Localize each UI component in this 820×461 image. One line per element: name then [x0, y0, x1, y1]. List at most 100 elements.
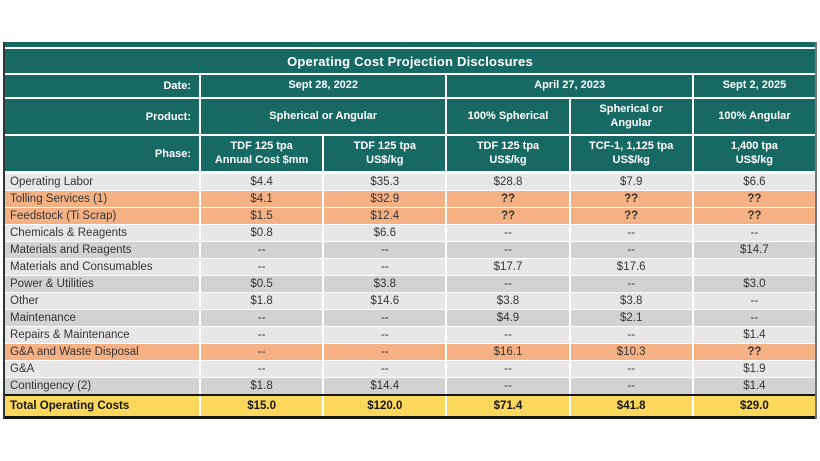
date-row-label: Date: — [5, 75, 199, 97]
row-value: ?? — [693, 191, 815, 207]
row-value: $32.9 — [324, 191, 446, 207]
row-value: -- — [693, 310, 815, 326]
row-value: ?? — [570, 191, 692, 207]
product-spherical-or-angular-2: Spherical or Angular — [570, 99, 692, 134]
row-value: -- — [570, 327, 692, 343]
date-header-row: Date: Sept 28, 2022 April 27, 2023 Sept … — [5, 75, 815, 97]
row-label: Maintenance — [5, 310, 199, 326]
phase-tdf-annual-cost: TDF 125 tpa Annual Cost $mm — [201, 136, 323, 171]
table-row: Chemicals & Reagents $0.8 $6.6 -- -- -- — [5, 224, 815, 241]
row-value: $7.9 — [570, 174, 692, 190]
row-label: Feedstock (Ti Scrap) — [5, 208, 199, 224]
row-value: -- — [447, 378, 569, 394]
row-value: $3.8 — [570, 293, 692, 309]
phase-row-label: Phase: — [5, 136, 199, 171]
row-value: -- — [201, 242, 323, 258]
table-row: Other $1.8 $14.6 $3.8 $3.8 -- — [5, 292, 815, 309]
row-value: $4.4 — [201, 174, 323, 190]
row-value: -- — [693, 225, 815, 241]
row-label: Total Operating Costs — [5, 396, 199, 416]
phase-header-row: Phase: TDF 125 tpa Annual Cost $mm TDF 1… — [5, 136, 815, 171]
table-row: Contingency (2) $1.8 $14.4 -- -- $1.4 — [5, 377, 815, 394]
row-value: -- — [201, 344, 323, 360]
row-value: $16.1 — [447, 344, 569, 360]
row-label: Power & Utilities — [5, 276, 199, 292]
row-value: $71.4 — [447, 396, 569, 416]
row-label: Repairs & Maintenance — [5, 327, 199, 343]
row-value: $120.0 — [324, 396, 446, 416]
row-value: -- — [447, 225, 569, 241]
phase-tdf-uskg-1: TDF 125 tpa US$/kg — [324, 136, 446, 171]
row-value: $1.4 — [693, 378, 815, 394]
row-value: $3.8 — [324, 276, 446, 292]
row-label: Chemicals & Reagents — [5, 225, 199, 241]
row-label: Materials and Consumables — [5, 259, 199, 275]
table-row: Operating Labor $4.4 $35.3 $28.8 $7.9 $6.6 — [5, 173, 815, 190]
product-100-angular: 100% Angular — [693, 99, 815, 134]
row-value: $1.8 — [201, 378, 323, 394]
row-value: $17.6 — [570, 259, 692, 275]
row-label: Materials and Reagents — [5, 242, 199, 258]
row-value: -- — [324, 259, 446, 275]
row-value: -- — [570, 361, 692, 377]
date-sept-2025: Sept 2, 2025 — [693, 75, 815, 97]
row-value: $1.8 — [201, 293, 323, 309]
table-row: Tolling Services (1) $4.1 $32.9?????? — [5, 190, 815, 207]
row-label: G&A and Waste Disposal — [5, 344, 199, 360]
row-value: $0.5 — [201, 276, 323, 292]
row-value: ?? — [693, 208, 815, 224]
row-value: $12.4 — [324, 208, 446, 224]
row-value: -- — [324, 361, 446, 377]
row-value: -- — [570, 276, 692, 292]
date-april-2023: April 27, 2023 — [447, 75, 692, 97]
total-row: Total Operating Costs $15.0 $120.0 $71.4 $41… — [5, 394, 815, 419]
row-value: -- — [201, 310, 323, 326]
product-spherical-or-angular: Spherical or Angular — [201, 99, 446, 134]
row-value: $29.0 — [693, 396, 815, 416]
table-top-strip — [5, 42, 815, 47]
row-value: -- — [201, 361, 323, 377]
row-value: -- — [447, 327, 569, 343]
table-row: Materials and Consumables -- -- $17.7 $17.6 — [5, 258, 815, 275]
product-100-spherical: 100% Spherical — [447, 99, 569, 134]
row-value: -- — [324, 242, 446, 258]
row-value: $3.8 — [447, 293, 569, 309]
table-row: G&A -- -- -- -- $1.9 — [5, 360, 815, 377]
row-value: $6.6 — [693, 174, 815, 190]
table-row: Feedstock (Ti Scrap) $1.5 $12.4?????? — [5, 207, 815, 224]
row-value: $1.4 — [693, 327, 815, 343]
row-value: -- — [324, 310, 446, 326]
phase-tdf-uskg-2: TDF 125 tpa US$/kg — [447, 136, 569, 171]
row-value: -- — [201, 327, 323, 343]
row-value: -- — [447, 361, 569, 377]
row-value: -- — [693, 293, 815, 309]
row-value: $35.3 — [324, 174, 446, 190]
row-value: $17.7 — [447, 259, 569, 275]
table-row: G&A and Waste Disposal -- -- $16.1 $10.3?? — [5, 343, 815, 360]
table-row: Maintenance -- -- $4.9 $2.1 -- — [5, 309, 815, 326]
row-value: -- — [447, 276, 569, 292]
row-label: Other — [5, 293, 199, 309]
row-label: Contingency (2) — [5, 378, 199, 394]
row-value: -- — [570, 242, 692, 258]
phase-tcf1: TCF-1, 1,125 tpa US$/kg — [570, 136, 692, 171]
row-label: Tolling Services (1) — [5, 191, 199, 207]
row-value: -- — [201, 259, 323, 275]
row-value: $4.9 — [447, 310, 569, 326]
row-value: -- — [570, 225, 692, 241]
row-value: $2.1 — [570, 310, 692, 326]
date-sept-2022: Sept 28, 2022 — [201, 75, 446, 97]
row-value: ?? — [693, 344, 815, 360]
row-value: ?? — [447, 191, 569, 207]
table-row: Materials and Reagents -- -- -- -- $14.7 — [5, 241, 815, 258]
table-body: Operating Labor $4.4 $35.3 $28.8 $7.9 $6.6 Tol… — [5, 173, 815, 419]
row-value — [693, 259, 815, 275]
row-value: $3.0 — [693, 276, 815, 292]
row-value: $1.9 — [693, 361, 815, 377]
phase-1400tpa: 1,400 tpa US$/kg — [693, 136, 815, 171]
product-header-row: Product: Spherical or Angular 100% Spher… — [5, 99, 815, 134]
row-value: $6.6 — [324, 225, 446, 241]
row-value: $4.1 — [201, 191, 323, 207]
table-title-text: Operating Cost Projection Disclosures — [287, 53, 533, 69]
